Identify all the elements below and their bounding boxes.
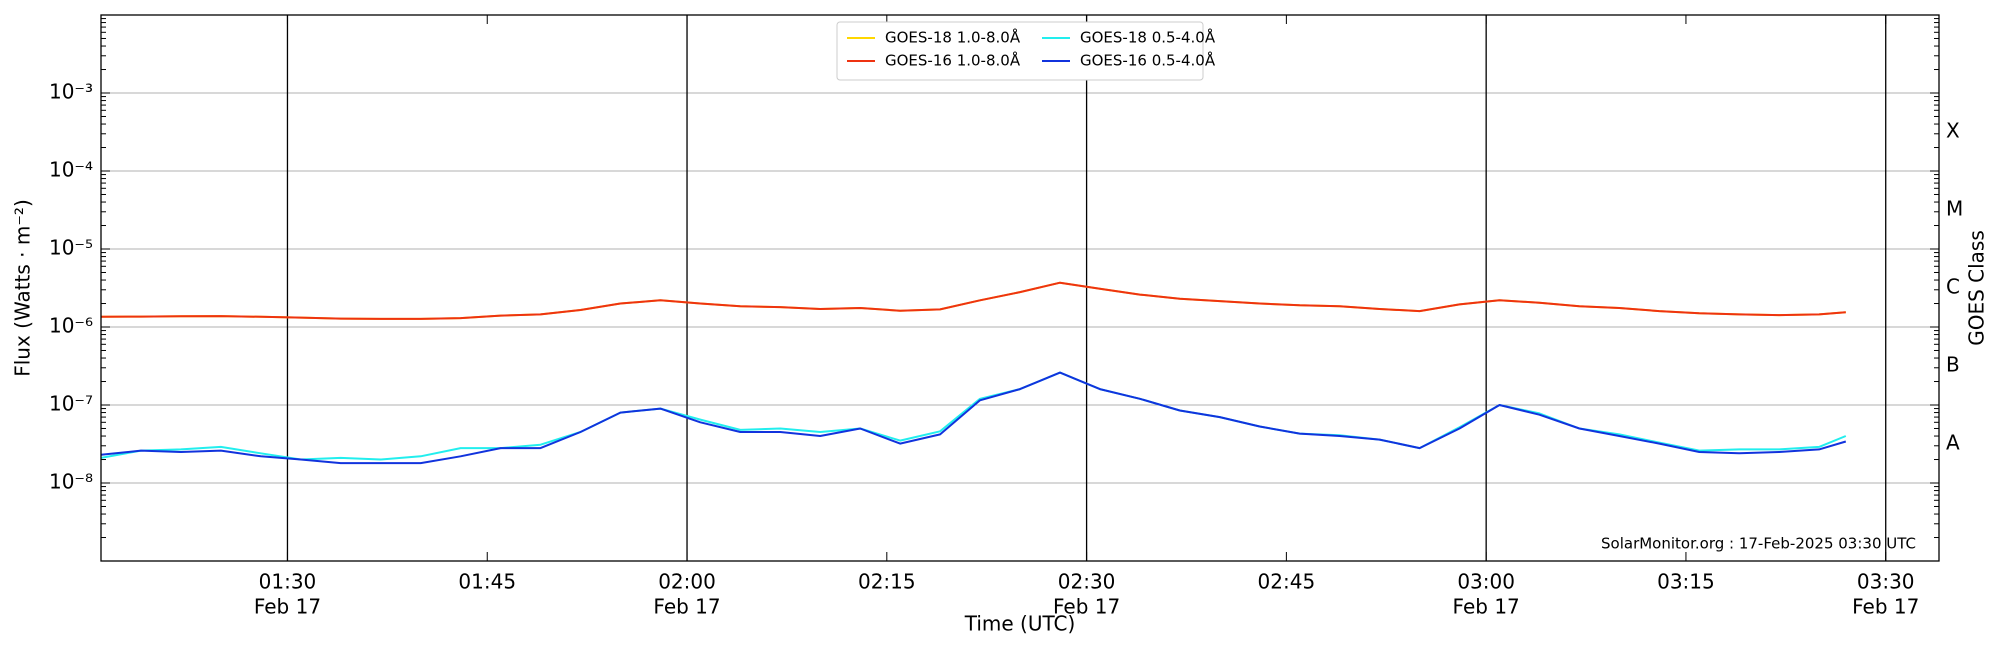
x-tick-sublabel: Feb 17 <box>653 595 720 619</box>
y-tick-label: 10⁻⁵ <box>49 236 93 260</box>
y-axis-label: Flux (Watts · m⁻²) <box>11 199 35 377</box>
annotation: SolarMonitor.org : 17-Feb-2025 03:30 UTC <box>1601 535 1916 553</box>
y2-tick-label: B <box>1946 353 1960 377</box>
x-tick-sublabel: Feb 17 <box>1053 595 1120 619</box>
y-tick-label: 10⁻⁴ <box>49 158 93 182</box>
y2-tick-label: X <box>1946 119 1960 143</box>
x-tick-label: 03:15 <box>1657 570 1715 594</box>
x-tick-sublabel: Feb 17 <box>254 595 321 619</box>
legend-label: GOES-18 0.5-4.0Å <box>1080 28 1216 47</box>
y-tick-label: 10⁻⁸ <box>49 470 93 494</box>
x-tick-label: 02:00 <box>658 570 716 594</box>
series-line <box>100 371 1847 461</box>
y2-axis-label: GOES Class <box>1965 230 1989 346</box>
x-axis-label: Time (UTC) <box>964 612 1076 636</box>
x-tick-sublabel: Feb 17 <box>1453 595 1520 619</box>
y2-tick-label: M <box>1946 197 1963 221</box>
series-line <box>100 371 1847 465</box>
x-tick-sublabel: Feb 17 <box>1852 595 1919 619</box>
plot-frame <box>100 14 1940 562</box>
legend-label: GOES-16 1.0-8.0Å <box>885 51 1021 70</box>
legend-label: GOES-16 0.5-4.0Å <box>1080 51 1216 70</box>
y-tick-label: 10⁻⁷ <box>49 392 93 416</box>
y-tick-label: 10⁻⁶ <box>49 314 93 338</box>
x-tick-label: 02:45 <box>1258 570 1316 594</box>
series-line <box>100 281 1846 320</box>
x-tick-label: 01:30 <box>259 570 317 594</box>
x-tick-label: 03:30 <box>1857 570 1915 594</box>
x-tick-label: 01:45 <box>458 570 516 594</box>
legend-label: GOES-18 1.0-8.0Å <box>885 28 1021 47</box>
legend-box <box>836 21 1204 81</box>
x-tick-label: 02:15 <box>858 570 916 594</box>
y2-tick-label: C <box>1946 275 1960 299</box>
x-tick-label: 02:30 <box>1058 570 1116 594</box>
x-tick-label: 03:00 <box>1457 570 1515 594</box>
y-tick-label: 10⁻³ <box>49 80 93 104</box>
y2-tick-label: A <box>1946 431 1960 455</box>
